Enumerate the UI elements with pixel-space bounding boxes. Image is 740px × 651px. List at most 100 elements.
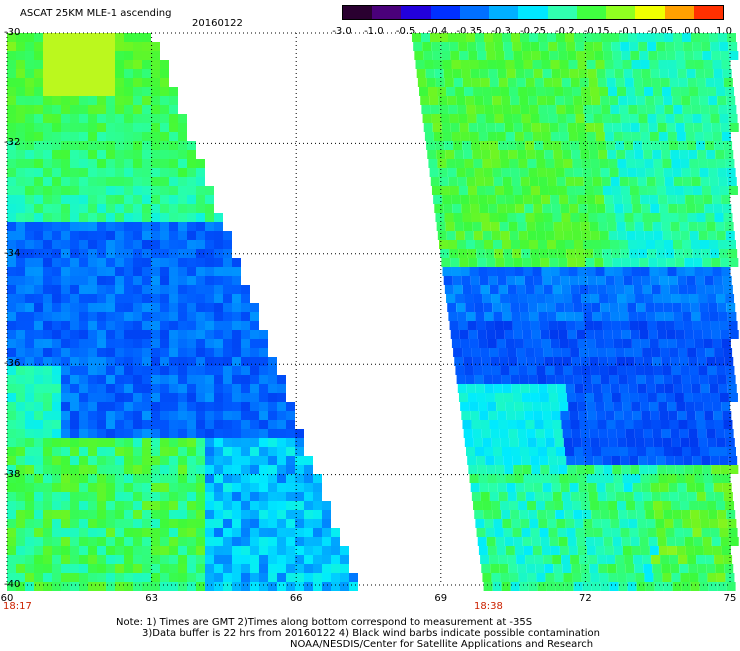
swath-cell — [115, 60, 124, 69]
swath-cell — [698, 87, 708, 96]
swath-cell — [520, 384, 530, 393]
swath-cell — [232, 546, 241, 555]
swath-cell — [160, 240, 169, 249]
swath-cell — [223, 519, 232, 528]
swath-cell — [699, 303, 709, 312]
swath-cell — [196, 258, 205, 267]
swath-cell — [577, 195, 587, 204]
swath-cell — [304, 510, 313, 519]
swath-cell — [61, 564, 70, 573]
swath-cell — [169, 123, 178, 132]
swath-cell — [124, 384, 133, 393]
swath-cell — [97, 546, 106, 555]
swath-cell — [567, 330, 577, 339]
swath-cell — [472, 150, 482, 159]
swath-cell — [160, 294, 169, 303]
swath-cell — [670, 222, 680, 231]
swath-cell — [169, 330, 178, 339]
swath-cell — [444, 285, 454, 294]
swath-cell — [133, 33, 142, 42]
swath-cell — [665, 456, 675, 465]
swath-cell — [653, 159, 663, 168]
swath-cell — [507, 285, 517, 294]
swath-cell — [43, 564, 52, 573]
swath-cell — [515, 276, 525, 285]
swath-cell — [616, 429, 626, 438]
swath-cell — [458, 114, 468, 123]
swath-cell — [169, 87, 178, 96]
swath-cell — [419, 87, 429, 96]
swath-cell — [629, 114, 639, 123]
swath-cell — [725, 438, 735, 447]
swath-cell — [626, 438, 636, 447]
swath-cell — [196, 438, 205, 447]
swath-cell — [178, 546, 187, 555]
swath-cell — [552, 420, 562, 429]
swath-cell — [52, 483, 61, 492]
swath-cell — [714, 555, 724, 564]
swath-cell — [649, 546, 659, 555]
swath-cell — [214, 492, 223, 501]
swath-cell — [232, 429, 241, 438]
swath-cell — [728, 528, 738, 537]
swath-cell — [563, 294, 573, 303]
swath-cell — [602, 393, 612, 402]
swath-cell — [600, 168, 610, 177]
y-tick-label: -32 — [4, 137, 21, 149]
swath-cell — [34, 87, 43, 96]
swath-cell — [650, 411, 660, 420]
swath-cell — [459, 258, 469, 267]
swath-cell — [25, 105, 34, 114]
swath-cell — [169, 420, 178, 429]
swath-cell — [455, 159, 465, 168]
swath-cell — [691, 312, 701, 321]
swath-cell — [97, 357, 106, 366]
swath-cell — [499, 429, 509, 438]
swath-cell — [531, 465, 541, 474]
swath-cell — [124, 321, 133, 330]
swath-cell — [214, 447, 223, 456]
swath-cell — [160, 483, 169, 492]
swath-cell — [259, 573, 268, 582]
swath-cell — [178, 420, 187, 429]
swath-cell — [232, 501, 241, 510]
swath-cell — [653, 87, 663, 96]
swath-cell — [88, 537, 97, 546]
swath-cell — [534, 213, 544, 222]
swath-cell — [603, 465, 613, 474]
swath-cell — [509, 159, 519, 168]
swath-cell — [565, 177, 575, 186]
swath-cell — [617, 366, 627, 375]
swath-cell — [638, 456, 648, 465]
swath-cell — [636, 510, 646, 519]
swath-cell — [700, 177, 710, 186]
swath-cell — [695, 411, 705, 420]
swath-cell — [484, 105, 494, 114]
swath-cell — [151, 222, 160, 231]
swath-cell — [507, 555, 517, 564]
swath-cell — [169, 411, 178, 420]
swath-cell — [565, 105, 575, 114]
swath-cell — [295, 519, 304, 528]
swath-cell — [630, 51, 640, 60]
swath-cell — [687, 285, 697, 294]
swath-cell — [574, 240, 583, 249]
swath-cell — [549, 51, 559, 60]
swath-cell — [552, 78, 562, 87]
swath-cell — [52, 267, 61, 276]
swath-cell — [124, 555, 133, 564]
swath-cell — [250, 375, 259, 384]
swath-cell — [504, 258, 514, 267]
swath-cell — [468, 465, 478, 474]
swath-cell — [473, 231, 483, 240]
swath-cell — [160, 330, 169, 339]
colorbar-label: -0.1 — [618, 26, 639, 37]
swath-cell — [160, 438, 169, 447]
swath-cell — [124, 357, 133, 366]
swath-cell — [497, 411, 507, 420]
swath-cell — [693, 465, 703, 474]
swath-cell — [79, 384, 88, 393]
swath-cell — [169, 456, 178, 465]
swath-cell — [25, 429, 34, 438]
swath-cell — [133, 69, 142, 78]
